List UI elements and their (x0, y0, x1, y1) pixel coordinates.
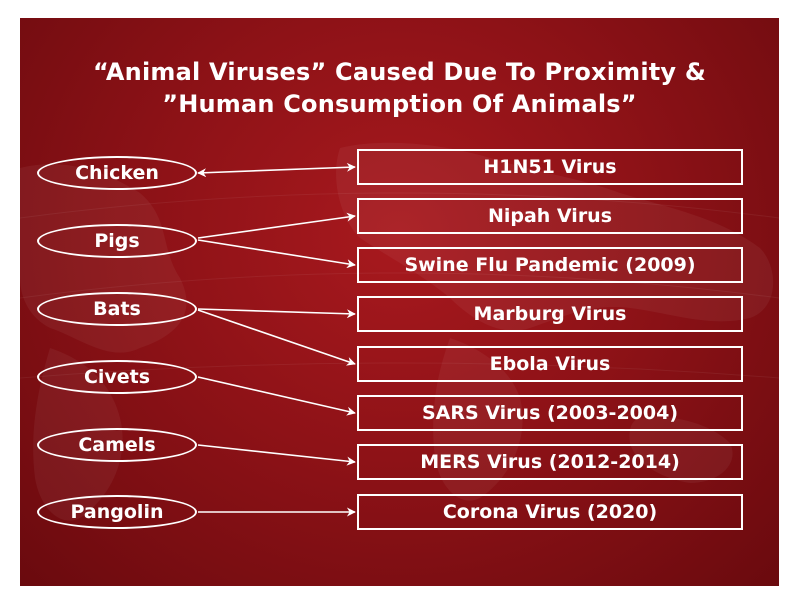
animal-pangolin: Pangolin (37, 495, 197, 529)
arrow-6 (197, 444, 356, 466)
connector-layer (197, 162, 356, 517)
arrow-2 (197, 239, 356, 269)
animal-bats: Bats (37, 292, 197, 326)
virus-mers: MERS Virus (2012-2014) (357, 444, 743, 480)
arrow-5 (197, 376, 356, 416)
animal-civets: Civets (37, 360, 197, 394)
virus-marburg: Marburg Virus (357, 296, 743, 332)
virus-h1n51: H1N51 Virus (357, 149, 743, 185)
arrow-1 (197, 212, 356, 239)
animal-chicken: Chicken (37, 156, 197, 190)
virus-ebola: Ebola Virus (357, 346, 743, 382)
virus-sars: SARS Virus (2003-2004) (357, 395, 743, 431)
virus-nipah: Nipah Virus (357, 198, 743, 234)
arrow-0 (197, 162, 356, 178)
arrow-3 (197, 308, 356, 319)
virus-swine-flu: Swine Flu Pandemic (2009) (357, 247, 743, 283)
title-line-1: “Animal Viruses” Caused Due To Proximity… (93, 58, 706, 86)
animal-camels: Camels (37, 428, 197, 462)
slide: “Animal Viruses” Caused Due To Proximity… (20, 18, 779, 586)
arrow-4 (197, 309, 356, 366)
virus-corona: Corona Virus (2020) (357, 494, 743, 530)
title-line-2: ”Human Consumption Of Animals” (162, 90, 637, 118)
animal-pigs: Pigs (37, 224, 197, 258)
